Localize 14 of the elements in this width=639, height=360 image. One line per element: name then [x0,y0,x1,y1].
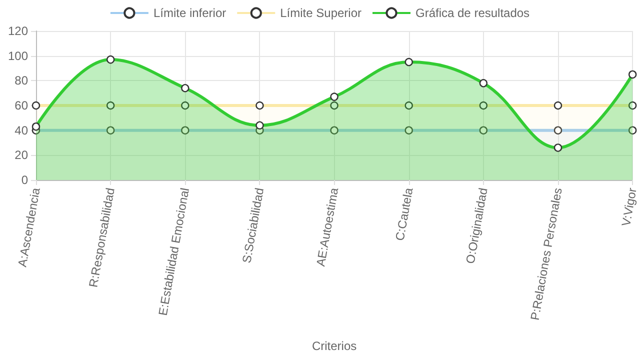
x-tick-label: P:Relaciones Personales [528,186,565,322]
y-tick-label: 80 [14,74,28,88]
legend-label: Límite inferior [153,6,226,20]
y-tick-label: 100 [8,48,28,63]
y-tick-label: 40 [14,123,28,138]
legend-label: Límite Superior [280,6,362,20]
y-tick-label: 60 [14,98,28,112]
y-tick-label: 120 [8,24,28,38]
legend-label: Gráfica de resultados [416,6,530,20]
y-tick-label: 20 [14,148,28,162]
x-axis-title: Criterios [312,339,357,353]
x-tick-label: V:Vigor [618,186,639,228]
y-tick-label: 0 [21,173,28,187]
x-tick-label: C:Cautela [392,186,416,242]
